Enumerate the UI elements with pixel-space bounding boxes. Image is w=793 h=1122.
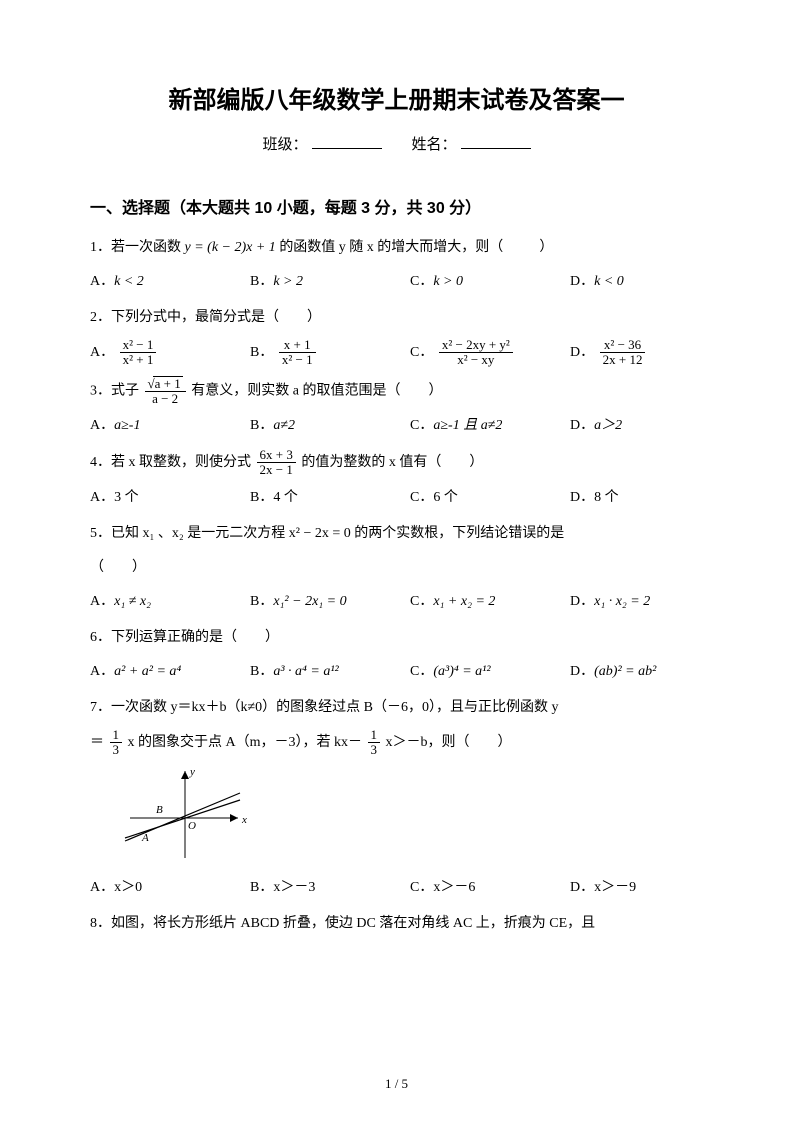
q4-opt-b: B．4 个 [250, 484, 410, 512]
q1-pre: 1．若一次函数 [90, 240, 185, 255]
svg-text:y: y [189, 766, 195, 778]
question-2: 2．下列分式中，最简分式是（ ） [90, 304, 703, 332]
question-7-line2: ＝ 13 x 的图象交于点 A（m，－3），若 kx－ 13 x＞－b，则（ ） [90, 728, 703, 758]
svg-text:B: B [156, 804, 163, 816]
q1-post: ） [539, 240, 553, 255]
q1-opt-a: A．k < 2 [90, 268, 250, 296]
q7-opt-d: D．x＞－9 [570, 874, 703, 902]
q3-opt-d: D．a＞2 [570, 412, 703, 440]
section-1-title: 一、选择题（本大题共 10 小题，每题 3 分，共 30 分） [90, 194, 703, 218]
name-blank[interactable] [461, 135, 531, 149]
q3-opt-b: B．a≠2 [250, 412, 410, 440]
q4-options: A．3 个 B．4 个 C．6 个 D．8 个 [90, 484, 703, 512]
svg-text:x: x [241, 814, 247, 826]
student-info-line: 班级： 姓名： [90, 133, 703, 154]
q3-frac: √a + 1 a − 2 [145, 376, 186, 407]
q6-options: A．a² + a² = a⁴ B．a³ · a⁴ = a¹² C．(a³)⁴ =… [90, 658, 703, 686]
name-label: 姓名： [412, 137, 457, 153]
question-6: 6．下列运算正确的是（ ） [90, 624, 703, 652]
q2-opt-d: D． x² − 36 2x + 12 [570, 338, 703, 368]
q3-post: 有意义，则实数 a 的取值范围是（ ） [191, 383, 442, 398]
q2-d-frac: x² − 36 2x + 12 [600, 338, 646, 368]
q6-opt-a: A．a² + a² = a⁴ [90, 658, 250, 686]
q7-opt-b: B．x＞－3 [250, 874, 410, 902]
q5-opt-a: A．x₁ ≠ x₂ [90, 588, 250, 616]
svg-text:O: O [188, 820, 196, 832]
q1-paren [503, 240, 539, 255]
q2-opt-a: A． x² − 1 x² + 1 [90, 338, 250, 368]
q1-formula: y = (k − 2)x + 1 [185, 240, 276, 255]
question-8: 8．如图，将长方形纸片 ABCD 折叠，使边 DC 落在对角线 AC 上，折痕为… [90, 910, 703, 938]
q7-options: A．x＞0 B．x＞－3 C．x＞－6 D．x＞－9 [90, 874, 703, 902]
q4-opt-a: A．3 个 [90, 484, 250, 512]
q5-opt-c: C．x₁ + x₂ = 2 [410, 588, 570, 616]
q3-opt-a: A．a≥-1 [90, 412, 250, 440]
q7-l2-mid: x 的图象交于点 A（m，－3），若 kx－ [128, 735, 363, 750]
q7-frac2: 13 [368, 728, 381, 758]
q4-pre: 4．若 x 取整数，则使分式 [90, 455, 255, 470]
class-blank[interactable] [312, 135, 382, 149]
q5-opt-b: B．x₁² − 2x₁ = 0 [250, 588, 410, 616]
question-5: 5．已知 x₁ 、x₂ 是一元二次方程 x² − 2x = 0 的两个实数根，下… [90, 520, 703, 548]
question-1: 1．若一次函数 y = (k − 2)x + 1 的函数值 y 随 x 的增大而… [90, 234, 703, 262]
q2-a-frac: x² − 1 x² + 1 [120, 338, 157, 368]
exam-page: 新部编版八年级数学上册期末试卷及答案一 班级： 姓名： 一、选择题（本大题共 1… [0, 0, 793, 1122]
q7-opt-c: C．x＞－6 [410, 874, 570, 902]
q1-mid: 的函数值 y 随 x 的增大而增大，则（ [276, 240, 504, 255]
q2-c-frac: x² − 2xy + y² x² − xy [439, 338, 513, 368]
page-title: 新部编版八年级数学上册期末试卷及答案一 [90, 80, 703, 115]
question-7-line1: 7．一次函数 y＝kx＋b（k≠0）的图象经过点 B（－6，0），且与正比例函数… [90, 694, 703, 722]
q1-options: A．k < 2 B．k > 2 C．k > 0 D．k < 0 [90, 268, 703, 296]
q6-opt-c: C．(a³)⁴ = a¹² [410, 658, 570, 686]
q5-options: A．x₁ ≠ x₂ B．x₁² − 2x₁ = 0 C．x₁ + x₂ = 2 … [90, 588, 703, 616]
q7-graph: x y O B A [120, 763, 703, 868]
q2-opt-b: B． x + 1 x² − 1 [250, 338, 410, 368]
q3-pre: 3．式子 [90, 383, 143, 398]
q4-opt-d: D．8 个 [570, 484, 703, 512]
q4-opt-c: C．6 个 [410, 484, 570, 512]
q7-graph-svg: x y O B A [120, 763, 250, 863]
question-3: 3．式子 √a + 1 a − 2 有意义，则实数 a 的取值范围是（ ） [90, 376, 703, 407]
class-label: 班级： [262, 137, 307, 153]
q4-frac: 6x + 3 2x − 1 [257, 448, 296, 478]
q7-frac1: 13 [110, 728, 123, 758]
svg-text:A: A [141, 832, 149, 844]
q6-opt-b: B．a³ · a⁴ = a¹² [250, 658, 410, 686]
q7-l2-pre: ＝ [90, 735, 104, 750]
q3-opt-c: C．a≥-1 且 a≠2 [410, 412, 570, 440]
q4-post: 的值为整数的 x 值有（ ） [301, 455, 483, 470]
q2-b-frac: x + 1 x² − 1 [279, 338, 316, 368]
q5-opt-d: D．x₁ · x₂ = 2 [570, 588, 703, 616]
q6-opt-d: D．(ab)² = ab² [570, 658, 703, 686]
page-number: 1 / 5 [0, 1076, 793, 1092]
q1-opt-b: B．k > 2 [250, 268, 410, 296]
q2-options: A． x² − 1 x² + 1 B． x + 1 x² − 1 C． x² −… [90, 338, 703, 368]
q7-l2-post: x＞－b，则（ ） [386, 735, 512, 750]
q7-opt-a: A．x＞0 [90, 874, 250, 902]
question-4: 4．若 x 取整数，则使分式 6x + 3 2x − 1 的值为整数的 x 值有… [90, 448, 703, 478]
question-5-paren: （ ） [90, 554, 703, 582]
q1-opt-d: D．k < 0 [570, 268, 703, 296]
q3-options: A．a≥-1 B．a≠2 C．a≥-1 且 a≠2 D．a＞2 [90, 412, 703, 440]
q2-opt-c: C． x² − 2xy + y² x² − xy [410, 338, 570, 368]
q1-opt-c: C．k > 0 [410, 268, 570, 296]
